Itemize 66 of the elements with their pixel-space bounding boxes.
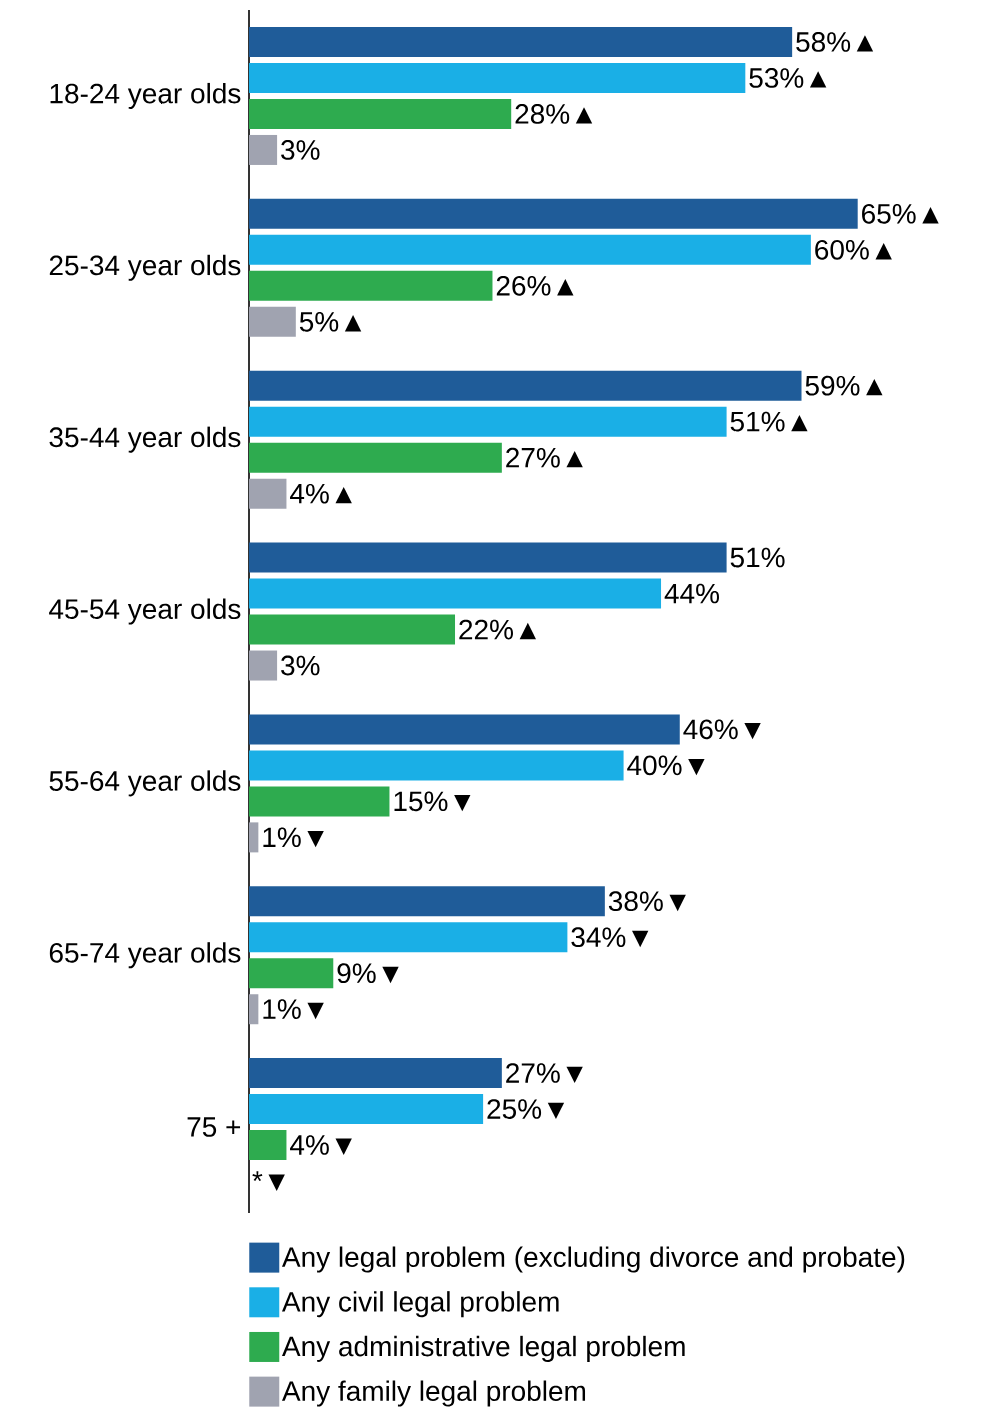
y-tick-label: 18-24 year olds <box>50 82 241 110</box>
data-label: 44% <box>664 583 720 604</box>
legend-label: Any family legal problem <box>281 1380 586 1407</box>
data-label: 27%▲ <box>506 447 583 468</box>
bar <box>249 958 334 989</box>
data-label: 58%▲ <box>796 32 874 52</box>
data-label: 65%▲ <box>862 203 939 224</box>
bar <box>249 1058 502 1089</box>
bar <box>249 406 727 437</box>
data-label: 34%▼ <box>571 927 649 948</box>
data-label: 27%▼ <box>506 1063 583 1084</box>
bar <box>249 542 727 573</box>
bar <box>249 198 858 229</box>
data-label: 40%▼ <box>627 755 705 776</box>
data-label: 1%▼ <box>263 827 324 848</box>
data-label: 1%▼ <box>263 999 324 1020</box>
legend-label: Any civil legal problem <box>281 1291 559 1318</box>
bar <box>249 1094 484 1125</box>
data-label: 4%▼ <box>290 1135 352 1155</box>
bar <box>249 578 662 609</box>
bar <box>249 306 296 337</box>
bar <box>249 822 259 853</box>
data-label: 46%▼ <box>683 719 761 740</box>
y-tick-label: 55-64 year olds <box>49 770 241 797</box>
data-label: 15%▼ <box>394 791 471 812</box>
data-label: 5%▲ <box>299 311 362 332</box>
data-label: 25%▼ <box>487 1099 565 1120</box>
legend-label: Any legal problem (excluding divorce and probate) <box>281 1246 905 1273</box>
data-label: 60%▲ <box>815 239 892 260</box>
data-label: 9%▼ <box>337 963 399 984</box>
bar <box>249 134 278 165</box>
bar <box>249 1130 287 1161</box>
bar <box>249 886 605 917</box>
data-label: 51%▲ <box>730 411 808 432</box>
data-label: 26%▲ <box>496 275 574 296</box>
data-label: 4%▲ <box>290 483 352 504</box>
bar <box>249 98 512 129</box>
data-label: 3% <box>281 140 320 160</box>
data-label: 51% <box>730 547 785 568</box>
y-tick-label: 25-34 year olds <box>49 254 241 281</box>
bar <box>249 994 259 1025</box>
data-label: 28%▲ <box>515 104 593 124</box>
text: *▼ <box>252 1171 285 1191</box>
data-label: 22%▲ <box>459 619 537 640</box>
bar <box>249 478 287 509</box>
bar <box>249 370 802 401</box>
bar <box>249 270 493 301</box>
data-label: 38%▼ <box>608 891 686 912</box>
bar <box>249 442 502 473</box>
data-label: 53%▲ <box>749 68 827 88</box>
bar <box>249 750 624 781</box>
y-tick-label: 75 + <box>187 1117 241 1137</box>
bar <box>249 786 390 817</box>
y-tick-label: 65-74 year olds <box>49 942 241 969</box>
bar <box>249 714 680 745</box>
data-label: 3% <box>281 655 320 676</box>
bar <box>249 26 793 57</box>
legend-label: Any administrative legal problem <box>281 1335 685 1362</box>
bar <box>249 62 746 93</box>
bar <box>249 234 811 265</box>
data-label: 59%▲ <box>805 375 883 396</box>
y-tick-label: 35-44 year olds <box>49 426 241 453</box>
y-tick-label: 45-54 year olds <box>49 598 241 625</box>
bar <box>249 922 568 953</box>
bar <box>249 650 278 681</box>
bar <box>249 614 456 645</box>
